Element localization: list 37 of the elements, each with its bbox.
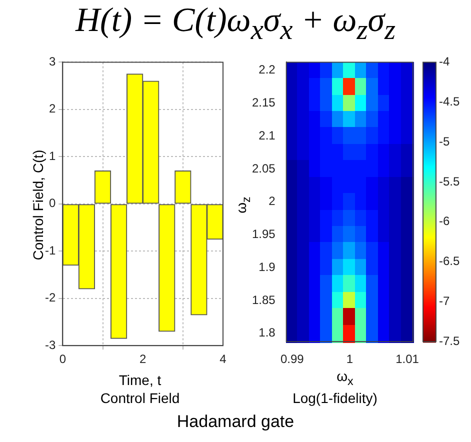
- x-tick-label: 0.99: [280, 352, 304, 366]
- y-tick-label: 1.85: [252, 292, 276, 307]
- text: Control Field: [99, 390, 181, 406]
- x-tick-label: 1.01: [396, 352, 420, 366]
- chart-title: H(t) = C(t)ω$_{x}$σ$_{x}$ + ω$_{z}$σ$_{z}$: [74, 2, 397, 47]
- y-tick-label: 2: [48, 102, 56, 116]
- y-tick-label: 1: [48, 148, 56, 163]
- y-tick-label: 3: [48, 54, 56, 69]
- y-tick-label: 2.15: [252, 96, 276, 110]
- color-bar-label: -5: [439, 134, 450, 148]
- y-axis-title: Control Field, C(t): [30, 150, 46, 260]
- color-bar-label: -6.5: [439, 254, 460, 268]
- y-tick-label: -1: [45, 243, 56, 258]
- x-tick-label: 2: [139, 352, 146, 366]
- y-tick-label: 0: [48, 196, 56, 210]
- color-bar-label: -5.5: [439, 174, 460, 188]
- text: Log(1-fidelity): [292, 390, 378, 406]
- color-bar-label: -7: [439, 294, 450, 308]
- y-tick-label: 1.95: [252, 227, 276, 242]
- color-bar-label: -4: [439, 54, 450, 69]
- y-tick-label: -2: [45, 290, 56, 305]
- x-axis-title: ω$_{x}$: [336, 368, 354, 388]
- color-bar-label: -6: [439, 214, 450, 228]
- text: Hadamard gate: [176, 412, 296, 432]
- y-tick-label: 2.05: [252, 161, 276, 176]
- y-tick-label: 1.8: [258, 326, 276, 340]
- y-tick-label: 2: [268, 194, 276, 208]
- y-tick-label: 1.9: [258, 260, 276, 274]
- y-tick-label: 2.2: [258, 62, 276, 77]
- x-axis-title: Time, t: [118, 372, 162, 388]
- y-tick-label: -3: [45, 338, 56, 352]
- x-tick-label: 4: [220, 352, 227, 366]
- x-tick-label: 1: [346, 352, 354, 366]
- color-bar-label: -7.5: [439, 334, 460, 348]
- color-bar-label: -4.5: [439, 94, 460, 108]
- y-tick-label: 2.1: [258, 128, 276, 142]
- x-tick-label: 0: [59, 352, 66, 366]
